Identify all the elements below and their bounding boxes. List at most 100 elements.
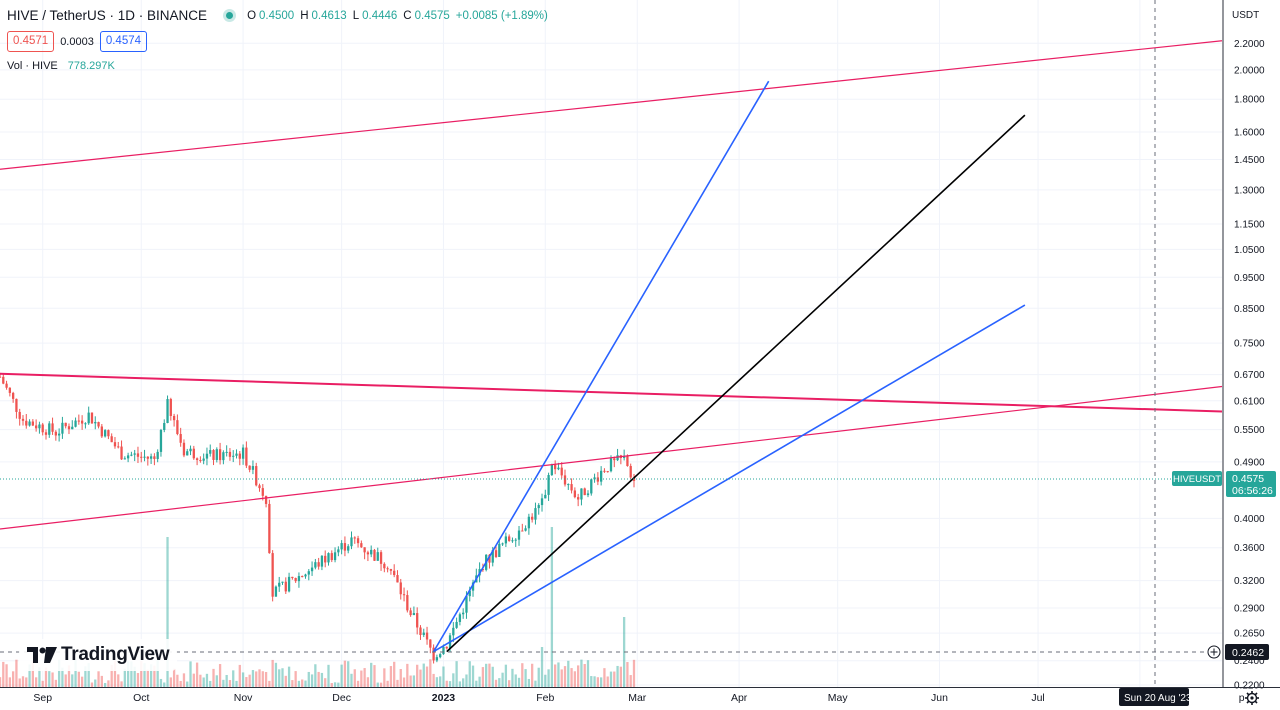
candle-body — [471, 582, 475, 591]
trendline-steep[interactable] — [432, 80, 770, 653]
candle-body — [74, 420, 77, 427]
price-axis-label: 1.0500 — [1234, 245, 1265, 256]
volume-bar — [524, 669, 527, 687]
open-value: 0.4500 — [259, 9, 295, 22]
axis-currency[interactable]: USDT — [1232, 10, 1259, 21]
candle-body — [517, 530, 521, 540]
candle-body — [419, 627, 422, 636]
candle-body — [554, 464, 557, 470]
candle-body — [189, 448, 192, 452]
volume-bar — [317, 671, 320, 687]
buy-button[interactable]: 0.4574 — [99, 31, 148, 52]
volume-bar — [146, 669, 149, 687]
volume-bar — [567, 660, 570, 687]
volume-bar — [251, 670, 255, 687]
volume-bar — [429, 659, 432, 687]
candle-body — [350, 537, 353, 547]
candle-body — [51, 423, 54, 432]
candle-body — [409, 610, 412, 616]
candle-body — [340, 543, 343, 550]
candle-body — [317, 562, 320, 567]
volume-bar — [97, 671, 100, 687]
candle-body — [225, 451, 228, 453]
candle-body — [508, 536, 511, 541]
candle-body — [465, 596, 468, 613]
volume-bar — [356, 680, 360, 687]
volume-bar — [110, 664, 113, 687]
candle-body — [399, 582, 402, 595]
volume-bar — [284, 675, 287, 687]
tradingview-logo[interactable]: TradingView — [19, 639, 178, 671]
volume-bar — [228, 680, 232, 687]
volume-bar — [94, 679, 97, 687]
trendline-lower-channel[interactable] — [0, 385, 1223, 530]
volume-bar — [202, 677, 205, 687]
time-axis-label: Mar — [628, 692, 647, 704]
candle-body — [416, 613, 419, 628]
volume-bar — [140, 661, 143, 687]
time-axis-label: Jun — [931, 692, 948, 704]
volume-bar — [353, 669, 356, 687]
candle-body — [531, 516, 534, 520]
volume-bar — [419, 669, 422, 687]
candle-body — [209, 450, 212, 454]
trendline-upper-channel[interactable] — [0, 40, 1223, 170]
candle-body — [537, 505, 540, 509]
candle-body — [179, 434, 182, 443]
volume-bar — [235, 680, 238, 687]
candle-body — [172, 415, 176, 421]
tradingview-brand: TradingView — [61, 644, 170, 665]
volume-bar — [583, 664, 586, 687]
volume-bar — [136, 673, 140, 687]
volume-bar — [225, 674, 228, 687]
volume-bar — [271, 659, 274, 687]
settings-gear-icon[interactable] — [1245, 691, 1259, 705]
volume-bar — [573, 671, 577, 687]
candle-body — [238, 453, 241, 459]
candle-body — [71, 426, 74, 430]
candle-body — [195, 458, 199, 461]
candle-body — [0, 376, 2, 378]
symbol-title[interactable]: HIVE / TetherUS · 1D · BINANCE — [7, 8, 208, 23]
candle-body — [110, 436, 113, 443]
candle-body — [462, 612, 465, 615]
candle-body — [583, 488, 586, 496]
volume-bar — [577, 665, 580, 687]
volume-bar — [402, 677, 406, 687]
candle-body — [186, 451, 189, 456]
candle-body — [327, 553, 330, 563]
volume-bar — [632, 659, 636, 687]
crosshair-date-badge — [1119, 688, 1189, 706]
volume-label[interactable]: Vol · HIVE — [7, 60, 58, 72]
trendline-resistance[interactable] — [0, 372, 1223, 413]
volume-bar — [491, 666, 494, 687]
volume-bar — [238, 664, 241, 687]
volume-bar — [113, 660, 117, 687]
candle-body — [120, 446, 123, 460]
crosshair-plus-icon[interactable] — [1207, 645, 1221, 659]
trendline-shallow[interactable] — [433, 304, 1026, 653]
candle-body — [599, 470, 603, 482]
volume-bar — [475, 680, 478, 687]
candle-body — [389, 569, 393, 571]
candle-body — [21, 418, 25, 421]
volume-bar — [268, 680, 271, 687]
tradingview-logo-icon — [27, 647, 57, 663]
price-axis-label: 1.8000 — [1234, 95, 1265, 106]
candle-body — [616, 455, 619, 461]
trendline-middle[interactable] — [446, 114, 1026, 653]
volume-bar — [103, 682, 107, 687]
volume-bar — [5, 664, 8, 687]
volume-bar — [166, 537, 169, 687]
candle-body — [176, 420, 179, 435]
sell-button[interactable]: 0.4571 — [7, 31, 55, 52]
volume-bar — [409, 675, 412, 687]
volume-bar — [613, 671, 616, 687]
candle-body — [123, 458, 126, 460]
volume-bar — [603, 668, 606, 687]
candle-body — [603, 470, 606, 472]
candle-body — [281, 581, 284, 583]
time-axis-label: Dec — [332, 692, 351, 704]
candle-body — [360, 543, 363, 548]
